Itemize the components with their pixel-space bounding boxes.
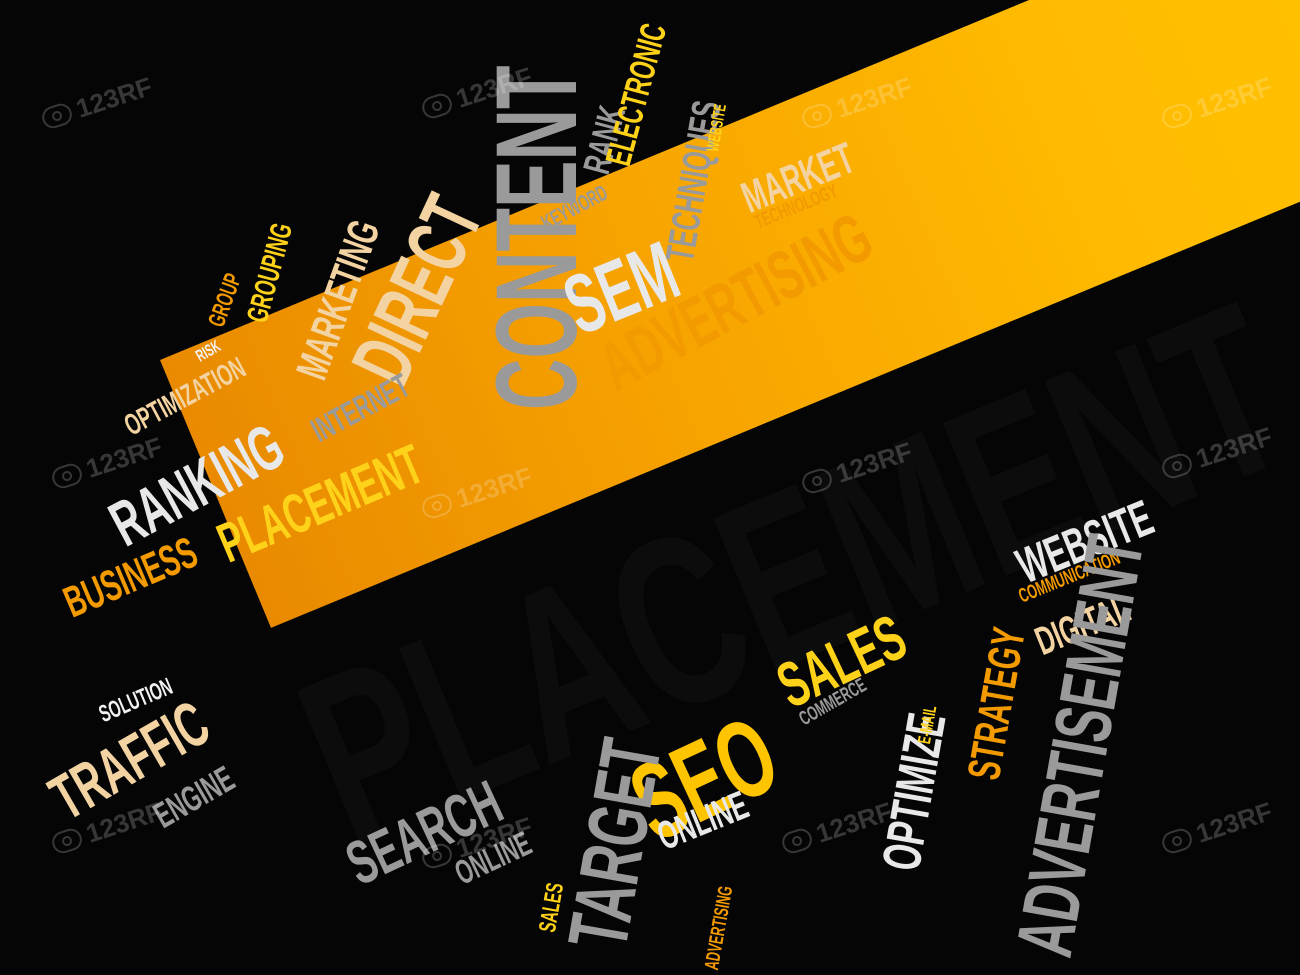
word-electronic: ELECTRONIC xyxy=(597,19,675,170)
camera-icon xyxy=(419,840,455,872)
camera-icon xyxy=(49,825,85,857)
word-strategy: STRATEGY xyxy=(957,623,1035,784)
word-group: GROUP xyxy=(203,270,248,331)
watermark: 123RF xyxy=(1159,796,1276,858)
word-content: CONTENT xyxy=(473,65,601,410)
watermark: 123RF xyxy=(39,71,156,133)
camera-icon xyxy=(49,460,85,492)
camera-icon xyxy=(39,100,75,132)
camera-icon xyxy=(1159,825,1195,857)
camera-icon xyxy=(779,825,815,857)
word-advertising-small: ADVERTISING xyxy=(701,884,738,972)
camera-icon xyxy=(419,90,455,122)
